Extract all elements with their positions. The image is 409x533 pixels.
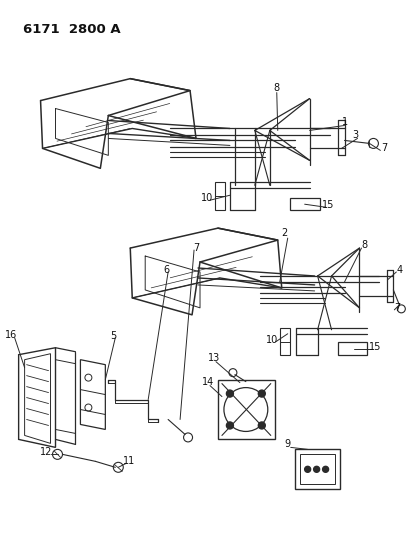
Circle shape [313, 466, 319, 472]
Text: 14: 14 [201, 377, 213, 386]
Text: 10: 10 [200, 193, 213, 203]
Circle shape [322, 466, 328, 472]
Text: 8: 8 [360, 240, 366, 250]
Text: 5: 5 [110, 331, 116, 341]
Circle shape [226, 422, 233, 429]
Text: 13: 13 [207, 353, 220, 362]
Text: 3: 3 [352, 131, 358, 140]
Circle shape [226, 390, 233, 397]
Text: 7: 7 [393, 303, 400, 313]
Circle shape [258, 390, 265, 397]
Circle shape [304, 466, 310, 472]
Text: 7: 7 [380, 143, 387, 154]
Text: 11: 11 [123, 456, 135, 466]
Text: 15: 15 [369, 342, 381, 352]
Text: 8: 8 [273, 83, 279, 93]
Text: 1: 1 [341, 117, 347, 127]
Text: 15: 15 [321, 200, 334, 210]
Text: 16: 16 [4, 330, 17, 340]
Text: 10: 10 [265, 335, 277, 345]
Text: 4: 4 [396, 265, 401, 275]
Text: 6: 6 [163, 265, 169, 275]
Text: 2: 2 [281, 228, 287, 238]
Text: 12: 12 [40, 447, 53, 457]
Text: 6171  2800 A: 6171 2800 A [22, 23, 120, 36]
Text: 7: 7 [193, 243, 199, 253]
Circle shape [258, 422, 265, 429]
Text: 9: 9 [284, 439, 290, 449]
